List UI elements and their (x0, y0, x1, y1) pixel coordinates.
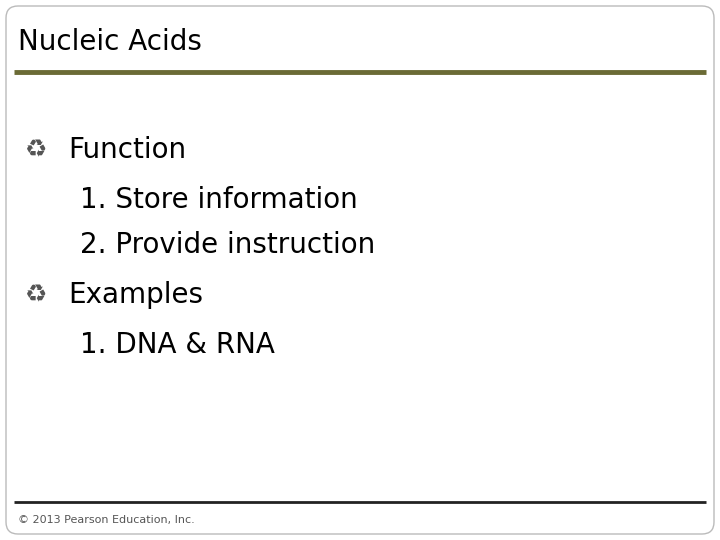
Text: Function: Function (68, 136, 186, 164)
Text: 2. Provide instruction: 2. Provide instruction (80, 231, 375, 259)
FancyBboxPatch shape (6, 6, 714, 534)
Text: © 2013 Pearson Education, Inc.: © 2013 Pearson Education, Inc. (18, 515, 194, 525)
Text: Nucleic Acids: Nucleic Acids (18, 28, 202, 56)
Text: 1. Store information: 1. Store information (80, 186, 358, 214)
Text: ♻: ♻ (25, 283, 48, 307)
Text: Examples: Examples (68, 281, 203, 309)
Text: ♻: ♻ (25, 138, 48, 162)
Text: 1. DNA & RNA: 1. DNA & RNA (80, 331, 275, 359)
